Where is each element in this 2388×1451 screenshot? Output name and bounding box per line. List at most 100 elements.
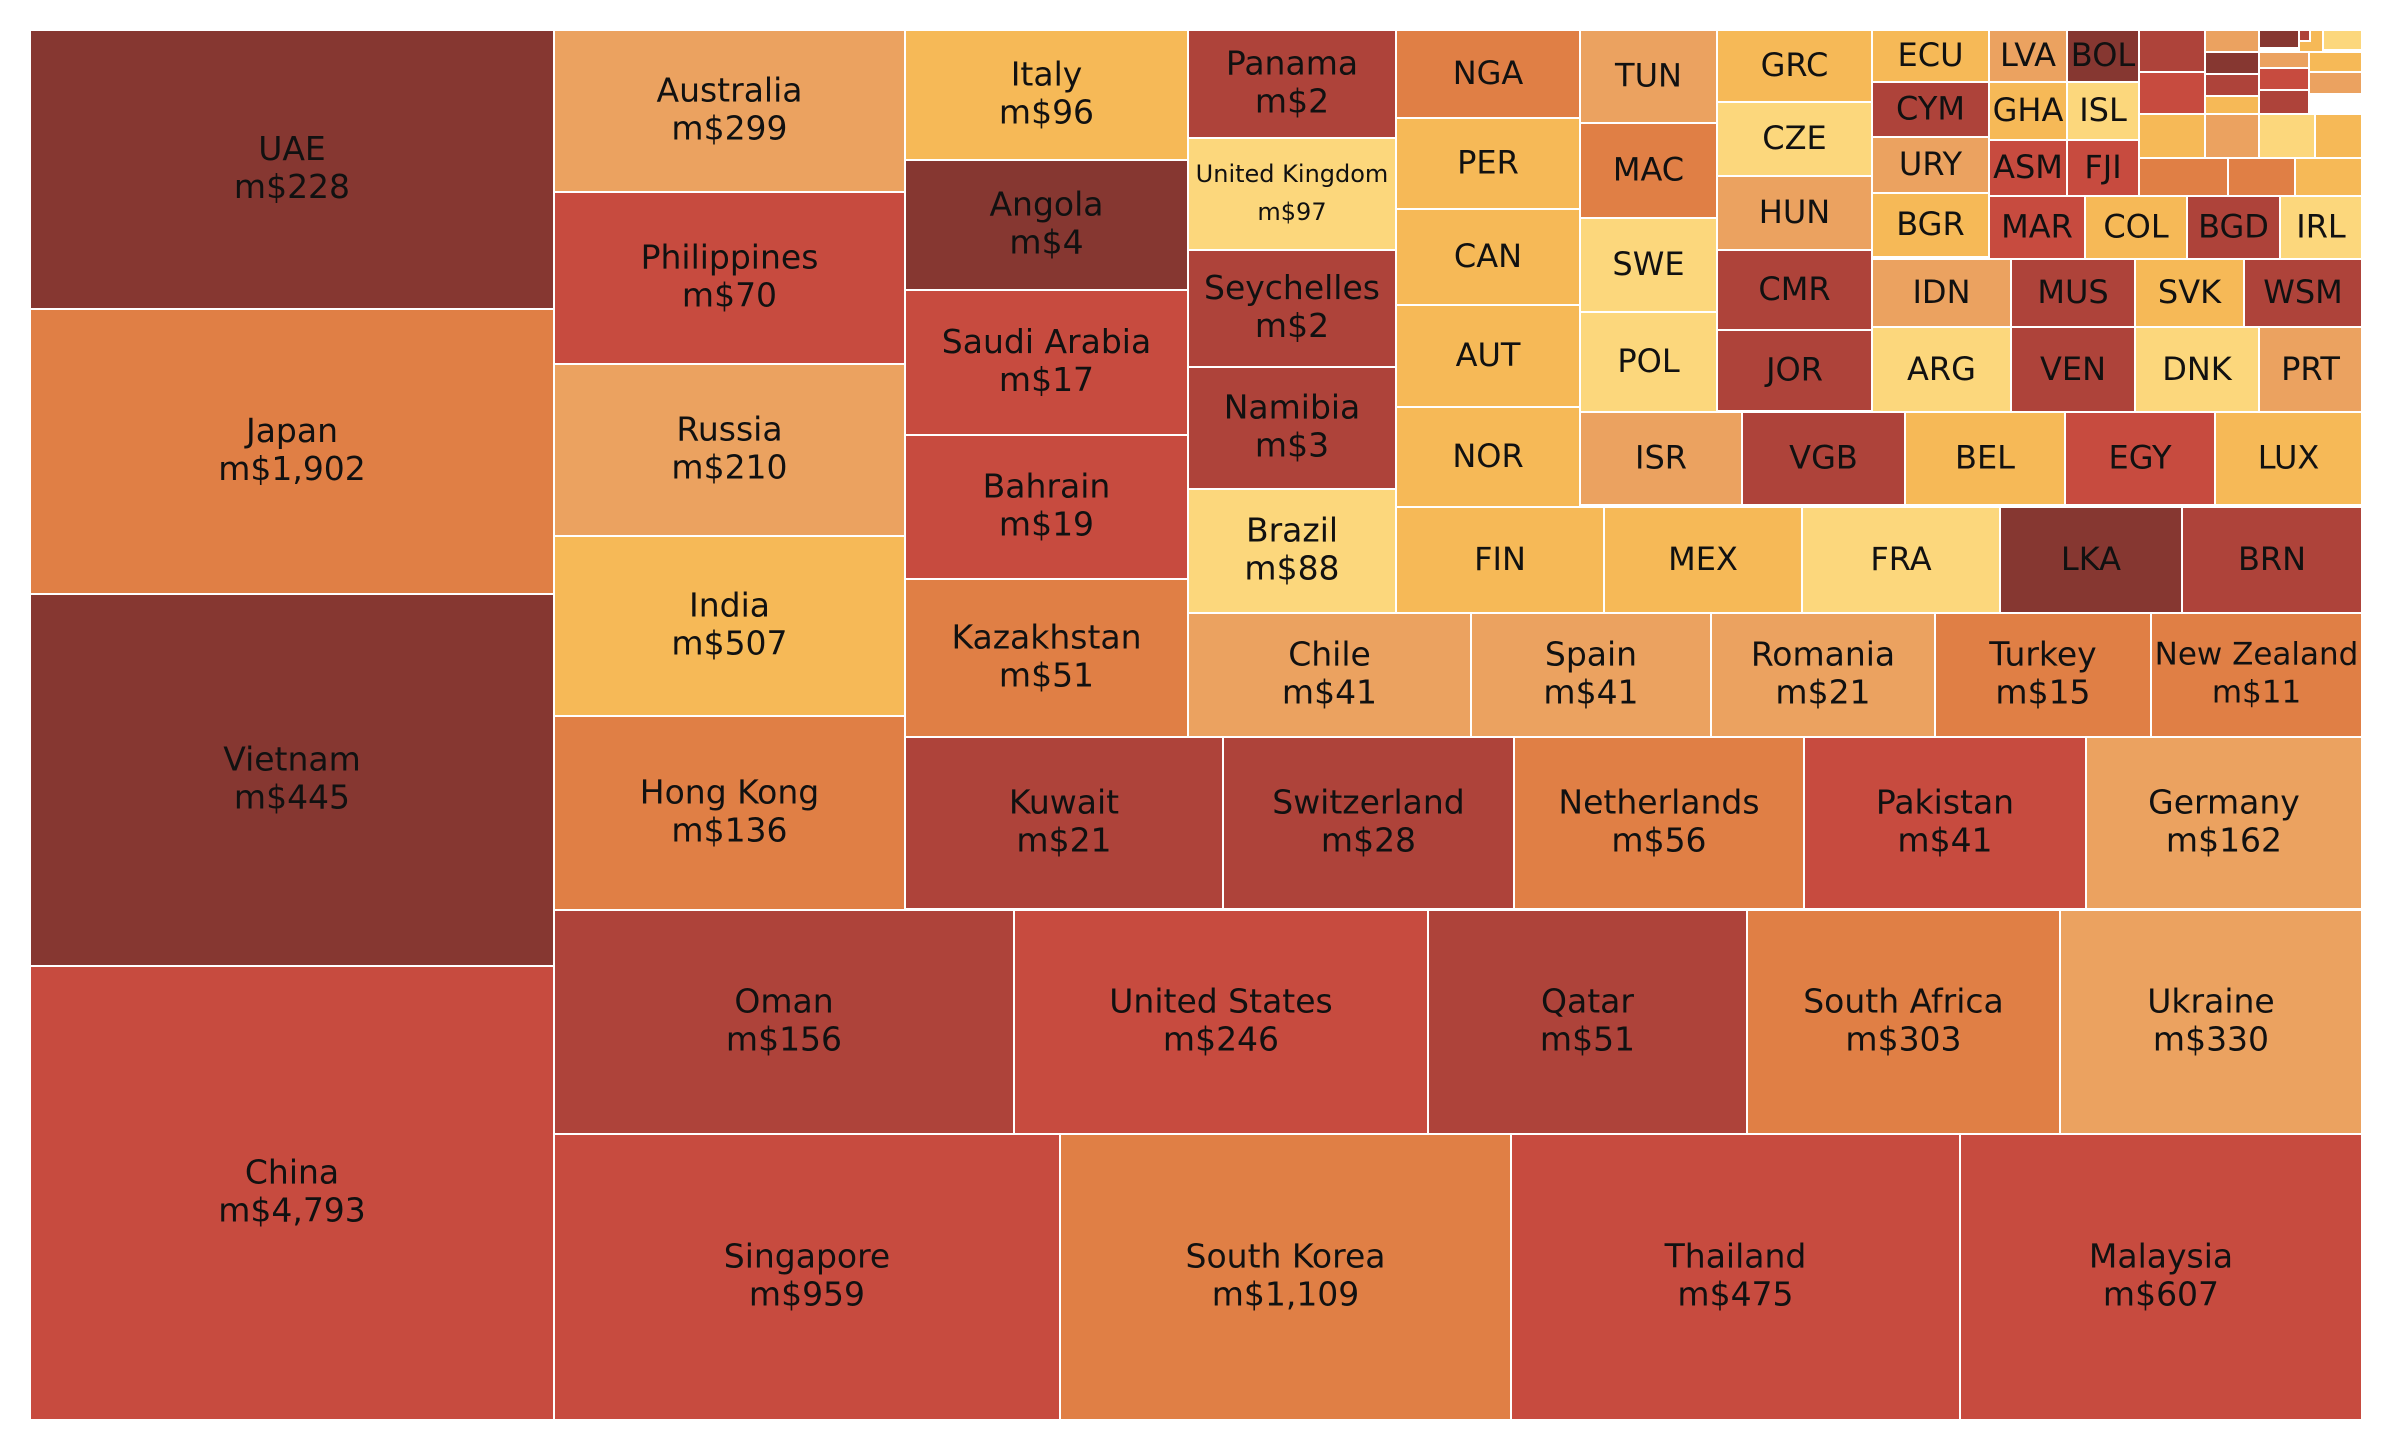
treemap-cell-mus [2010,258,2136,328]
treemap-cell-saudi-arabia [904,289,1189,436]
treemap-value-south-korea: m$1,109 [1212,1275,1360,1314]
treemap-label-bol: BOL [2071,36,2136,74]
treemap-cell-mac [1579,122,1718,219]
treemap-cell-united-states [1013,909,1429,1135]
treemap-value-ukraine: m$330 [2153,1020,2269,1059]
treemap-label-vgb: VGB [1789,439,1858,477]
treemap-label-ukraine: Ukraine [2147,982,2274,1021]
treemap-cell-mex [1603,506,1803,614]
treemap-label-angola: Angola [989,185,1103,224]
treemap-cell-bgr [1871,192,1990,258]
treemap-cell-nor [1395,406,1581,508]
treemap-cell-nga [1395,29,1581,119]
treemap-cell-unlabeled [2298,29,2311,42]
treemap-label-lka: LKA [2061,540,2121,578]
treemap-cell-cmr [1716,249,1873,331]
treemap-label-fji: FJI [2084,148,2121,186]
treemap-label-south-africa: South Africa [1803,982,2004,1021]
treemap-cell-unlabeled [2138,157,2229,197]
treemap-value-united-kingdom: m$97 [1257,198,1326,226]
treemap-label-bgr: BGR [1896,205,1964,243]
treemap-label-pol: POL [1617,342,1679,380]
treemap-cell-china [29,965,555,1421]
treemap-label-cmr: CMR [1758,270,1830,308]
treemap-value-uae: m$228 [234,167,350,206]
treemap-cell-italy [904,29,1189,161]
treemap-label-gha: GHA [1993,91,2064,129]
treemap-cell-ukraine [2059,909,2363,1135]
treemap-label-isr: ISR [1635,439,1687,477]
treemap-label-new-zealand: New Zealand [2155,637,2359,673]
treemap-cell-vgb [1741,411,1906,506]
treemap-label-seychelles: Seychelles [1204,268,1380,307]
treemap-cell-per [1395,117,1581,210]
treemap-value-romania: m$21 [1775,673,1870,712]
treemap-label-asm: ASM [1993,148,2063,186]
treemap-label-ecu: ECU [1898,36,1964,74]
treemap-value-chile: m$41 [1282,673,1377,712]
treemap-label-singapore: Singapore [724,1237,890,1276]
treemap-label-per: PER [1457,144,1519,182]
treemap-value-singapore: m$959 [749,1275,865,1314]
treemap-value-brazil: m$88 [1244,549,1339,588]
treemap-label-thailand: Thailand [1664,1237,1807,1276]
treemap-cell-unlabeled [2204,95,2260,115]
treemap-label-bel: BEL [1955,439,2015,477]
treemap-cell-unlabeled [2138,29,2206,73]
treemap-label-netherlands: Netherlands [1558,783,1759,822]
treemap-label-egy: EGY [2109,439,2172,477]
treemap-label-bahrain: Bahrain [983,467,1111,506]
treemap-value-hong-kong: m$136 [671,811,787,850]
treemap-label-isl: ISL [2079,91,2127,129]
treemap-cell-unlabeled [2258,113,2316,159]
treemap-label-united-kingdom: United Kingdom [1196,160,1389,188]
treemap-cell-unlabeled [2294,157,2363,197]
treemap-cell-united-kingdom [1187,137,1397,251]
treemap-label-wsm: WSM [2263,273,2343,311]
treemap-cell-new-zealand [2150,612,2363,738]
treemap-cell-oman [553,909,1015,1135]
treemap-cell-romania [1710,612,1936,738]
treemap-value-malaysia: m$607 [2103,1275,2219,1314]
treemap-value-seychelles: m$2 [1255,306,1329,345]
treemap-label-bgd: BGD [2198,208,2269,246]
treemap-label-namibia: Namibia [1224,388,1361,427]
treemap-label-switzerland: Switzerland [1272,783,1465,822]
treemap-label-kazakhstan: Kazakhstan [951,618,1141,657]
treemap-label-italy: Italy [1011,55,1083,94]
treemap-label-brn: BRN [2238,540,2306,578]
treemap-label-mac: MAC [1613,151,1684,189]
treemap-label-aut: AUT [1456,336,1521,374]
treemap-cell-aut [1395,304,1581,408]
treemap-label-saudi-arabia: Saudi Arabia [942,322,1151,361]
treemap-cell-germany [2085,736,2363,910]
treemap-label-prt: PRT [2281,350,2340,388]
treemap-label-russia: Russia [676,410,782,449]
treemap-cell-bel [1904,411,2066,506]
treemap-value-vietnam: m$445 [234,778,350,817]
treemap-cell-turkey [1934,612,2152,738]
treemap-cell-pakistan [1803,736,2087,910]
treemap-cell-unlabeled [2308,51,2363,73]
treemap-label-mex: MEX [1668,540,1738,578]
treemap-value-kuwait: m$21 [1016,821,1111,860]
treemap-cell-can [1395,208,1581,306]
treemap-label-svk: SVK [2158,273,2222,311]
treemap-cell-lux [2214,411,2363,506]
treemap-label-south-korea: South Korea [1186,1237,1386,1276]
treemap-value-united-states: m$246 [1163,1020,1279,1059]
treemap-cell-australia [553,29,906,193]
treemap-cell-lva [1988,29,2068,83]
treemap-value-spain: m$41 [1543,673,1638,712]
treemap-label-tun: TUN [1614,57,1682,95]
treemap-value-thailand: m$475 [1677,1275,1793,1314]
treemap-cell-idn [1871,258,2012,328]
treemap-cell-ven [2010,326,2136,414]
treemap-cell-prt [2258,326,2363,414]
treemap-cell-unlabeled [2322,49,2363,53]
treemap-cell-kazakhstan [904,578,1189,738]
treemap-cell-south-africa [1746,909,2061,1135]
treemap-cell-qatar [1427,909,1748,1135]
